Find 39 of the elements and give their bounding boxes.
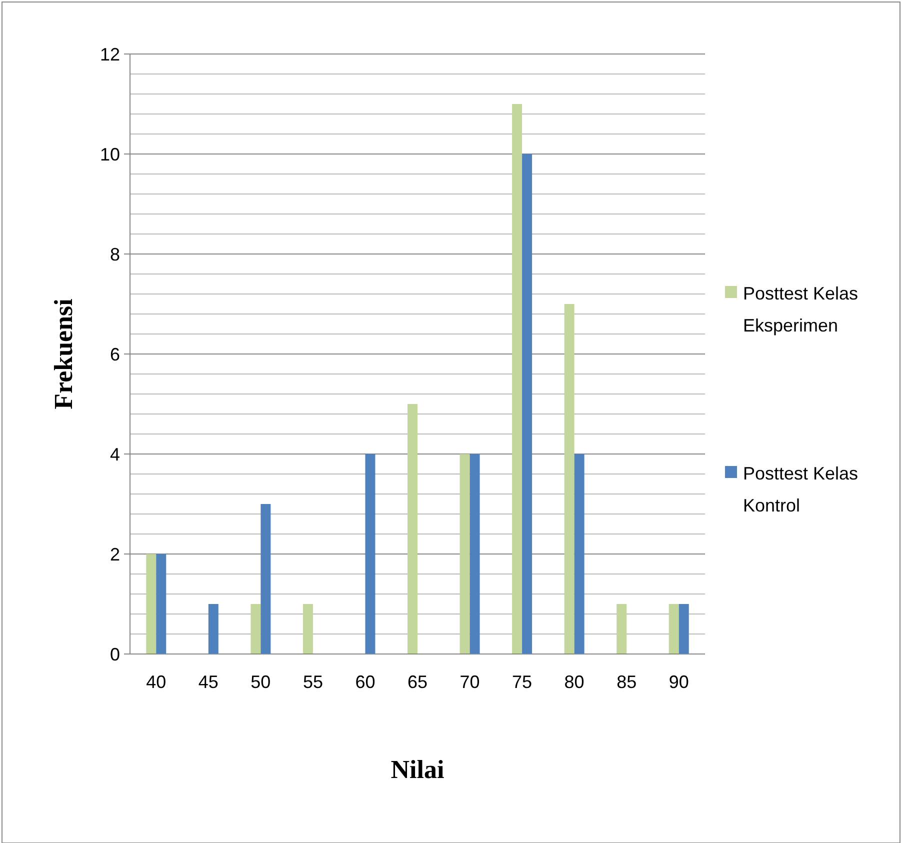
bar (470, 454, 480, 654)
legend-label: Posttest Kelas Kontrol (743, 463, 858, 516)
bar (616, 604, 627, 654)
y-tick-label: 10 (100, 144, 120, 164)
bar (408, 404, 418, 654)
y-tick-label: 2 (110, 544, 120, 564)
y-tick-label: 4 (110, 444, 120, 464)
bar (668, 604, 679, 654)
y-tick-label: 6 (110, 344, 120, 364)
bar (156, 554, 166, 654)
legend-label: Posttest Kelas Eksperimen (743, 283, 858, 336)
bar (678, 604, 689, 654)
x-tick-label: 55 (302, 672, 323, 692)
bar (460, 454, 470, 654)
x-tick-label: 65 (407, 672, 428, 692)
y-axis-title: Frekuensi (49, 298, 78, 410)
x-tick-label: 85 (616, 672, 637, 692)
bar (564, 304, 574, 654)
x-tick-label: 40 (146, 672, 166, 692)
bar (302, 604, 313, 654)
bar (522, 154, 532, 654)
x-axis-title: Nilai (390, 755, 444, 784)
bar (208, 604, 218, 654)
x-tick-label: 80 (564, 672, 584, 692)
bar (146, 554, 156, 654)
x-tick-label: 75 (512, 672, 532, 692)
bar (574, 454, 584, 654)
x-tick-label: 70 (460, 672, 480, 692)
bar (365, 454, 376, 654)
y-tick-label: 0 (110, 644, 120, 664)
y-tick-label: 12 (100, 44, 120, 64)
x-tick-label: 60 (355, 672, 376, 692)
x-tick-label: 50 (250, 672, 271, 692)
x-tick-label: 45 (198, 672, 218, 692)
y-tick-label: 8 (110, 244, 120, 264)
x-tick-label: 90 (668, 672, 689, 692)
bar (260, 504, 271, 654)
bar (512, 104, 522, 654)
bar (250, 604, 261, 654)
